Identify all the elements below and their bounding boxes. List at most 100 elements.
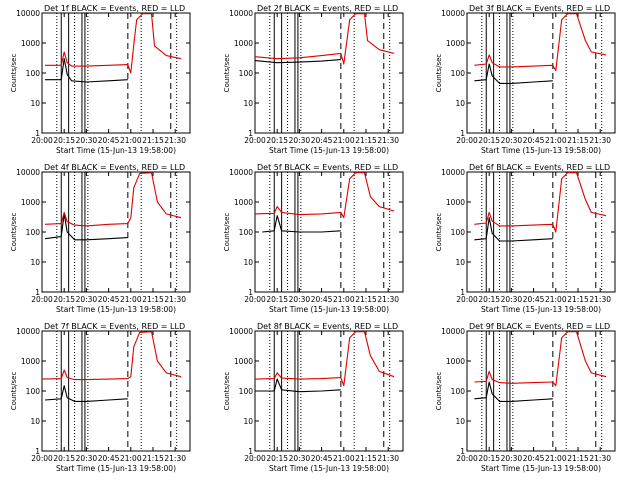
x-tick-label: 20:00 (456, 295, 478, 304)
x-tick-label: 20:45 (311, 136, 333, 145)
y-tick-label: 1 (35, 447, 40, 456)
x-tick-label: 21:00 (545, 295, 567, 304)
y-tick-label: 1000 (446, 198, 465, 207)
y-tick-label: 1000 (21, 39, 40, 48)
x-axis-label: Start Time (15-Jun-13 19:58:00) (56, 305, 176, 314)
series-line-events (262, 215, 341, 233)
y-tick-label: 1 (35, 288, 40, 297)
y-tick-label: 1 (460, 288, 465, 297)
x-tick-label: 20:15 (478, 295, 500, 304)
chart-panel-2: 1 10 100 1000 10000 Counts/sec 20:00 20:15 20:30… (223, 4, 404, 155)
x-tick-label: 21:15 (142, 295, 164, 304)
x-tick-label: 20:00 (456, 454, 478, 463)
y-tick-label: 10 (30, 258, 40, 267)
x-tick-label: 21:15 (142, 136, 164, 145)
x-tick-label: 20:00 (244, 295, 266, 304)
x-tick-label: 21:00 (545, 454, 567, 463)
series-line-events (474, 381, 553, 402)
x-tick-label: 20:00 (244, 136, 266, 145)
chart-panel-4: 1 10 100 1000 10000 Counts/sec 20:00 20:15 20:30… (10, 163, 191, 314)
x-tick-label: 21:15 (355, 295, 377, 304)
y-tick-label: 1000 (234, 357, 253, 366)
chart-panel-7: 1 10 100 1000 10000 Counts/sec 20:00 20:15 20:30… (10, 322, 191, 473)
x-tick-label: 20:30 (501, 454, 523, 463)
plot-frame (41, 330, 191, 452)
y-tick-label: 100 (239, 228, 254, 237)
chart-title: Det 6f BLACK = Events, RED = LLD (469, 163, 610, 172)
series-line-lld (474, 13, 607, 72)
series-line-events (44, 385, 128, 402)
x-tick-label: 20:15 (53, 295, 75, 304)
x-tick-label: 21:00 (120, 136, 142, 145)
y-tick-label: 10 (243, 99, 253, 108)
y-tick-label: 10000 (441, 327, 465, 336)
chart-panel-3: 1 10 100 1000 10000 Counts/sec 20:00 20:15 20:30… (435, 4, 616, 155)
y-tick-label: 1 (460, 447, 465, 456)
y-tick-label: 10000 (16, 168, 40, 177)
x-tick-label: 20:45 (523, 295, 545, 304)
x-tick-label: 21:00 (545, 136, 567, 145)
plot-frame (466, 330, 616, 452)
x-tick-label: 20:30 (289, 136, 311, 145)
x-tick-label: 20:30 (289, 295, 311, 304)
x-tick-label: 20:30 (76, 295, 98, 304)
x-tick-label: 20:30 (501, 136, 523, 145)
y-axis-label: Counts/sec (10, 213, 18, 252)
x-tick-label: 21:30 (164, 295, 186, 304)
plot-frame (466, 171, 616, 293)
y-tick-label: 1000 (21, 357, 40, 366)
chart-title: Det 1f BLACK = Events, RED = LLD (44, 4, 185, 13)
x-axis-label: Start Time (15-Jun-13 19:58:00) (56, 464, 176, 473)
y-tick-label: 10000 (229, 168, 253, 177)
x-tick-label: 21:15 (355, 136, 377, 145)
y-tick-label: 10000 (441, 168, 465, 177)
y-axis-label: Counts/sec (223, 372, 231, 411)
y-axis-label: Counts/sec (223, 213, 231, 252)
x-tick-label: 21:30 (377, 454, 399, 463)
y-tick-label: 10 (30, 99, 40, 108)
chart-panel-6: 1 10 100 1000 10000 Counts/sec 20:00 20:15 20:30… (435, 163, 616, 314)
x-tick-label: 20:00 (456, 136, 478, 145)
x-tick-label: 20:00 (31, 295, 53, 304)
x-tick-label: 21:15 (355, 454, 377, 463)
series-line-lld (44, 172, 182, 227)
x-tick-label: 21:15 (567, 136, 589, 145)
x-tick-label: 21:00 (120, 295, 142, 304)
y-tick-label: 10000 (441, 9, 465, 18)
x-tick-label: 21:30 (589, 295, 611, 304)
x-tick-label: 20:15 (478, 136, 500, 145)
y-tick-label: 10 (243, 258, 253, 267)
y-tick-label: 10 (455, 258, 465, 267)
x-axis-label: Start Time (15-Jun-13 19:58:00) (481, 305, 601, 314)
y-tick-label: 1000 (234, 198, 253, 207)
x-tick-label: 21:00 (333, 454, 355, 463)
y-tick-label: 100 (26, 387, 41, 396)
series-line-lld (45, 13, 182, 74)
x-tick-label: 20:30 (76, 454, 98, 463)
series-line-events (45, 58, 128, 83)
x-tick-label: 20:45 (523, 454, 545, 463)
series-line-lld (254, 13, 395, 65)
series-line-events (474, 217, 553, 242)
x-tick-label: 21:30 (377, 295, 399, 304)
series-line-events (44, 213, 128, 241)
chart-title: Det 7f BLACK = Events, RED = LLD (44, 322, 185, 331)
plot-frame (41, 12, 191, 134)
series-line-lld (254, 172, 395, 219)
chart-panel-1: 1 10 100 1000 10000 Counts/sec 20:00 20:15 20:30… (10, 4, 191, 155)
x-tick-label: 21:00 (333, 295, 355, 304)
series-line-events (254, 59, 341, 64)
y-tick-label: 1 (248, 447, 253, 456)
x-tick-label: 20:45 (311, 454, 333, 463)
x-tick-label: 20:45 (523, 136, 545, 145)
x-tick-label: 20:45 (98, 295, 120, 304)
series-line-lld (41, 331, 182, 381)
plot-frame (254, 12, 404, 134)
y-tick-label: 100 (451, 228, 466, 237)
series-line-lld (474, 172, 607, 233)
x-axis-label: Start Time (15-Jun-13 19:58:00) (481, 146, 601, 155)
plot-frame (466, 12, 616, 134)
x-tick-label: 21:30 (164, 454, 186, 463)
x-tick-label: 20:15 (266, 454, 288, 463)
